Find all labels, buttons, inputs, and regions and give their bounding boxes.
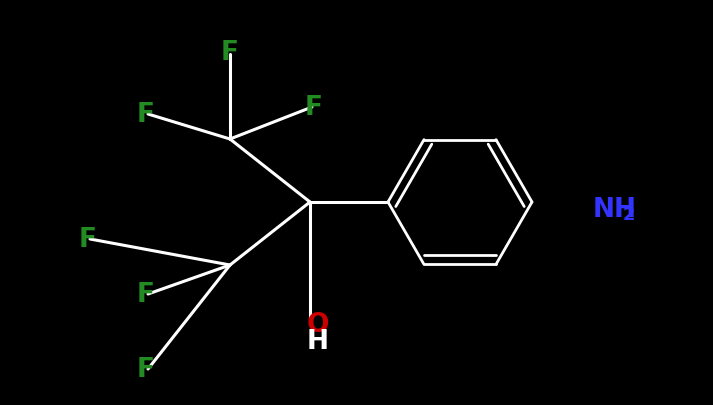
Text: F: F xyxy=(305,95,323,121)
Text: F: F xyxy=(137,281,155,307)
Text: H: H xyxy=(307,328,329,354)
Text: F: F xyxy=(137,102,155,128)
Text: F: F xyxy=(79,226,97,252)
Text: O: O xyxy=(307,311,329,337)
Text: F: F xyxy=(137,356,155,382)
Text: 2: 2 xyxy=(623,205,635,224)
Text: NH: NH xyxy=(593,196,637,222)
Text: F: F xyxy=(221,40,239,66)
